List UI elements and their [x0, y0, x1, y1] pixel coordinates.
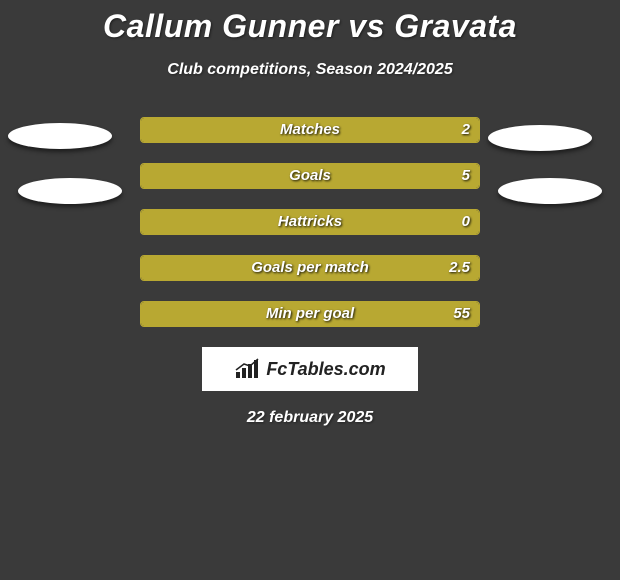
stat-bar-fill [141, 256, 479, 280]
stat-row: Hattricks0 [0, 209, 620, 235]
stat-bar-fill [141, 302, 479, 326]
decorative-ellipse [488, 125, 592, 151]
stat-bar [140, 209, 480, 235]
stat-bar [140, 117, 480, 143]
decorative-ellipse [498, 178, 602, 204]
stat-bar-fill [141, 118, 479, 142]
decorative-ellipse [18, 178, 122, 204]
subtitle: Club competitions, Season 2024/2025 [0, 61, 620, 79]
page-title: Callum Gunner vs Gravata [0, 0, 620, 45]
stat-row: Goals per match2.5 [0, 255, 620, 281]
stat-bar-fill [141, 164, 479, 188]
brand-badge: FcTables.com [202, 347, 418, 391]
date-label: 22 february 2025 [0, 409, 620, 427]
decorative-ellipse [8, 123, 112, 149]
stat-row: Min per goal55 [0, 301, 620, 327]
stat-bar-fill [141, 210, 479, 234]
chart-icon [234, 358, 262, 380]
brand-text: FcTables.com [266, 359, 385, 380]
stat-bar [140, 163, 480, 189]
stat-bar [140, 255, 480, 281]
stat-bar [140, 301, 480, 327]
